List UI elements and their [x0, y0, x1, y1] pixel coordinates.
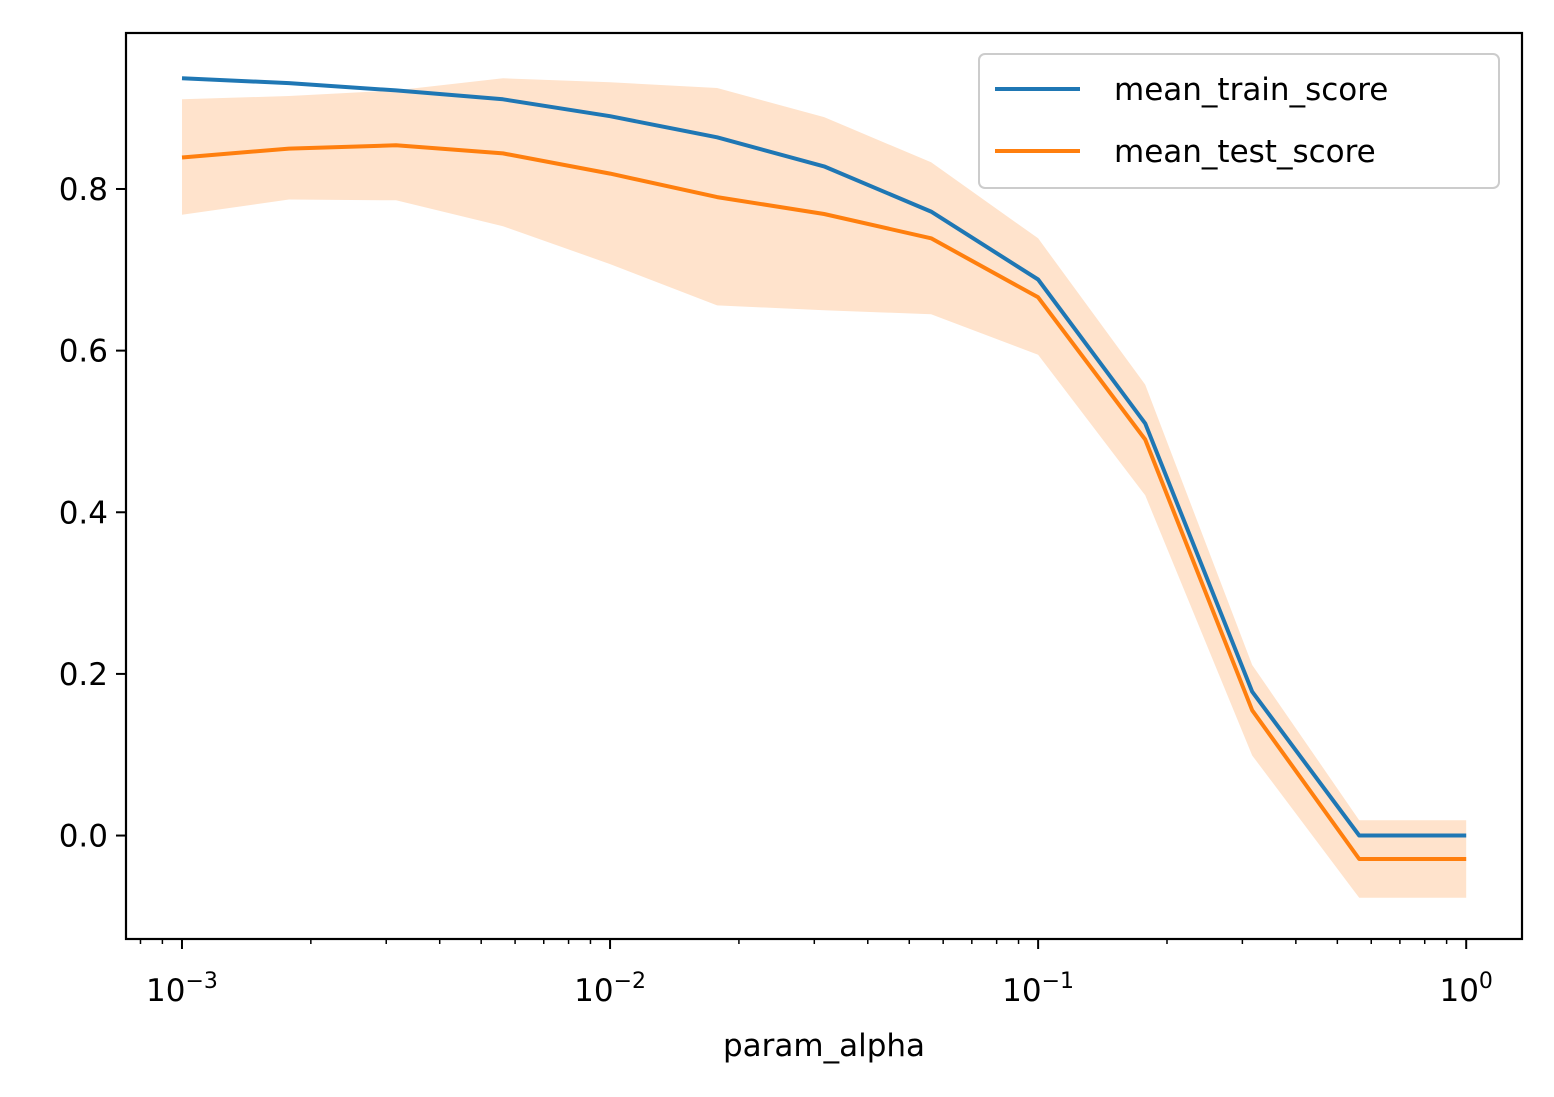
x-tick-label: 10−3 [146, 969, 218, 1009]
legend: mean_train_score mean_test_score [978, 53, 1500, 189]
series-lines [181, 76, 1467, 861]
legend-box [978, 53, 1500, 189]
series-line-mean-train-score [181, 76, 1467, 838]
legend-label-mean-test-score: mean_test_score [1114, 134, 1376, 170]
legend-label-mean-train-score: mean_train_score [1114, 72, 1388, 108]
y-tick-label: 0.4 [59, 495, 108, 531]
plot-area [181, 76, 1467, 898]
y-tick-label: 0.8 [59, 172, 108, 208]
band-mean-test-score [182, 78, 1467, 898]
axes-frame [124, 31, 1524, 941]
y-tick-label: 0.0 [59, 819, 108, 855]
x-axis: 10−3 10−2 10−1 100 [139, 939, 1493, 1009]
confidence-bands [182, 76, 1467, 898]
x-tick-label: 10−1 [1002, 969, 1074, 1009]
x-tick-label: 10−2 [574, 969, 646, 1009]
y-tick-label: 0.6 [59, 334, 108, 370]
series-line-mean-test-score [181, 143, 1467, 861]
y-axis: 0.0 0.2 0.4 0.6 0.8 [59, 172, 126, 855]
x-axis-label: param_alpha [723, 1028, 925, 1064]
y-tick-label: 0.2 [59, 657, 108, 693]
x-tick-label: 100 [1439, 969, 1492, 1009]
